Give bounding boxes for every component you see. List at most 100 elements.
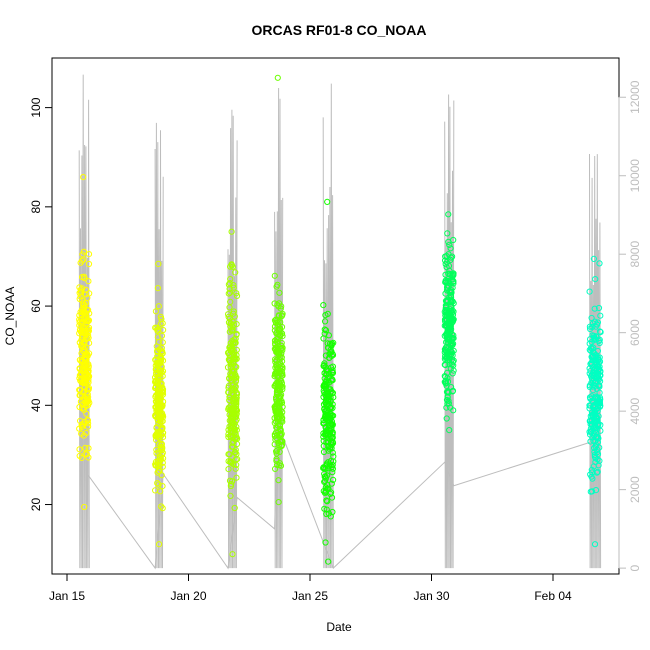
co-point bbox=[232, 465, 239, 472]
y-axis: 20 40 60 80 100 bbox=[29, 97, 53, 511]
co-point bbox=[77, 288, 84, 295]
co-point bbox=[275, 477, 282, 484]
co-point bbox=[329, 368, 336, 375]
co-point bbox=[592, 360, 599, 367]
co-point bbox=[447, 328, 454, 335]
co-point bbox=[594, 422, 602, 429]
co-point bbox=[592, 276, 599, 283]
co-point bbox=[227, 320, 234, 327]
y2-axis: 0 2000 4000 6000 8000 10000 12000 bbox=[618, 80, 642, 571]
co-point bbox=[226, 280, 233, 287]
co-point bbox=[159, 483, 166, 490]
co-point bbox=[154, 285, 161, 292]
co-point bbox=[586, 288, 593, 295]
co-point bbox=[158, 503, 165, 510]
x-tick-label: Feb 04 bbox=[534, 589, 572, 603]
co-point bbox=[152, 458, 160, 465]
co-point bbox=[232, 456, 239, 463]
co-point bbox=[326, 425, 333, 432]
co-point bbox=[272, 316, 280, 323]
co-point bbox=[82, 355, 89, 362]
co-point bbox=[446, 312, 453, 319]
co-point bbox=[320, 302, 327, 309]
co-point bbox=[450, 347, 457, 354]
co-point bbox=[444, 230, 451, 237]
co-point bbox=[590, 402, 597, 409]
co-point bbox=[322, 385, 329, 392]
co-point bbox=[595, 404, 602, 411]
co-point bbox=[587, 413, 594, 420]
x-axis-label: Date bbox=[326, 620, 352, 634]
co-point bbox=[321, 360, 328, 367]
co-point bbox=[81, 361, 88, 368]
co-point bbox=[326, 401, 333, 408]
co-point bbox=[441, 361, 448, 368]
co-point bbox=[274, 339, 281, 346]
y-tick-label: 60 bbox=[29, 299, 43, 313]
co-point bbox=[82, 344, 89, 351]
co-point bbox=[274, 447, 281, 454]
co-point bbox=[159, 384, 166, 391]
co-point bbox=[590, 332, 598, 339]
co-point bbox=[272, 465, 279, 472]
co-point bbox=[85, 364, 92, 371]
co-point bbox=[233, 290, 240, 297]
co-point bbox=[273, 450, 280, 457]
co-point bbox=[79, 392, 86, 399]
co-point bbox=[227, 434, 234, 441]
co-point bbox=[329, 404, 336, 412]
co-point bbox=[228, 405, 235, 413]
co-point bbox=[85, 260, 93, 268]
co-point bbox=[443, 415, 450, 422]
co-point bbox=[78, 367, 85, 374]
co-point bbox=[226, 344, 233, 351]
co-point bbox=[444, 378, 452, 385]
co-point bbox=[447, 303, 454, 310]
co-point bbox=[83, 396, 91, 403]
co-point bbox=[321, 326, 328, 333]
co-point bbox=[78, 341, 85, 348]
co-point bbox=[595, 304, 603, 312]
co-point bbox=[276, 356, 283, 363]
co-point bbox=[271, 345, 278, 353]
co-point bbox=[326, 350, 333, 357]
co-point bbox=[158, 441, 165, 448]
co-point bbox=[588, 473, 595, 480]
co-point bbox=[225, 426, 232, 433]
co-point bbox=[155, 260, 162, 267]
co-point bbox=[227, 361, 235, 368]
y2-tick-label: 12000 bbox=[628, 80, 642, 114]
co-point bbox=[152, 462, 159, 469]
co-point bbox=[589, 372, 596, 379]
co-point bbox=[447, 365, 454, 372]
co-point bbox=[276, 300, 283, 307]
co-point bbox=[225, 313, 232, 320]
co-point bbox=[324, 340, 331, 347]
altitude-trace bbox=[274, 87, 284, 569]
co-point bbox=[592, 487, 600, 494]
co-point bbox=[158, 431, 165, 438]
co-point bbox=[274, 390, 281, 397]
co-point bbox=[156, 458, 163, 465]
co-point bbox=[85, 445, 92, 452]
co-point bbox=[153, 450, 160, 457]
co-point bbox=[274, 74, 281, 81]
co-point bbox=[593, 418, 600, 425]
co-point bbox=[596, 328, 604, 335]
co-point bbox=[152, 308, 159, 315]
co-point bbox=[272, 346, 279, 353]
co-point bbox=[86, 290, 93, 297]
co-point bbox=[325, 459, 332, 466]
co-point bbox=[156, 541, 163, 548]
y2-tick-label: 2000 bbox=[628, 476, 642, 503]
co-point bbox=[227, 298, 234, 305]
x-axis: Jan 15 Jan 20 Jan 25 Jan 30 Feb 04 bbox=[49, 573, 572, 603]
co-point bbox=[447, 404, 454, 411]
co-point bbox=[85, 454, 92, 461]
co-point bbox=[154, 396, 161, 403]
co-point bbox=[159, 445, 166, 452]
co-point bbox=[328, 341, 335, 348]
co-point bbox=[155, 303, 162, 310]
co-point bbox=[82, 291, 90, 298]
co-point bbox=[596, 363, 603, 370]
